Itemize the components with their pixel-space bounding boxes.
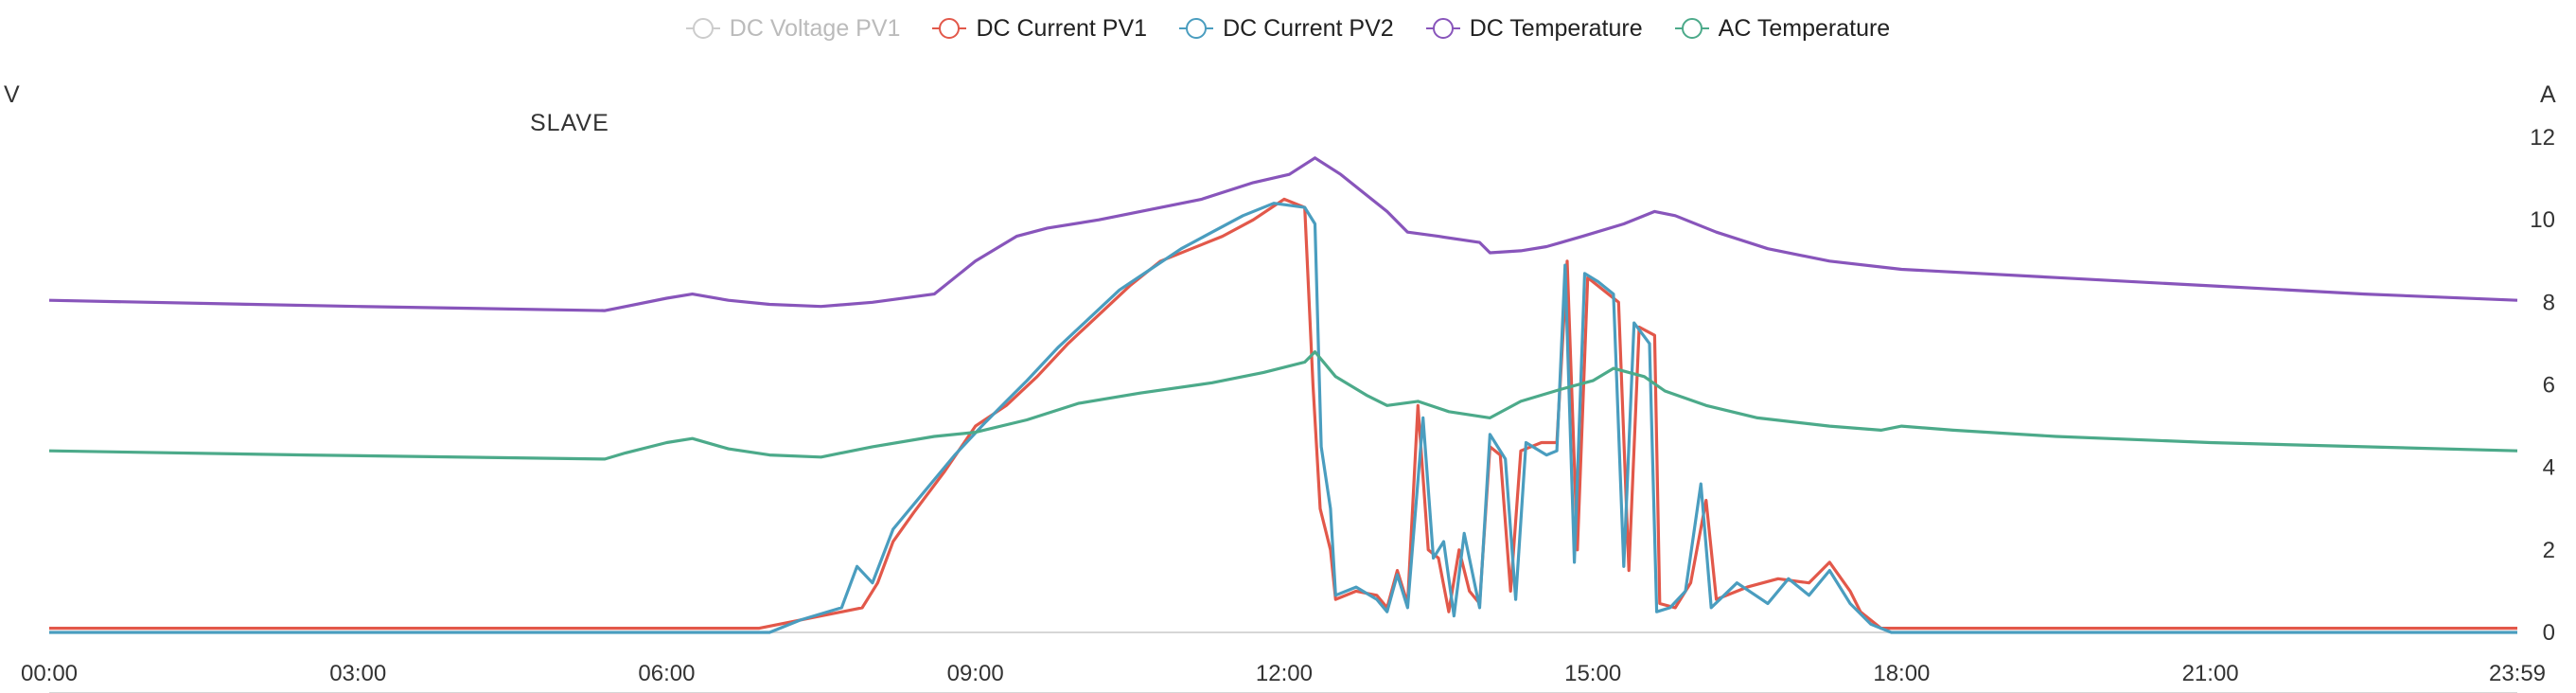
x-tick-label: 15:00 [1564, 661, 1621, 686]
y-tick-label: 2 [2543, 538, 2555, 563]
legend-marker-icon [1674, 17, 1709, 40]
chart-legend: DC Voltage PV1 DC Current PV1 DC Current… [0, 0, 2576, 57]
series-line-ac-temperature[interactable] [48, 350, 2518, 461]
x-tick-label: 03:00 [329, 661, 386, 686]
x-tick-label: 12:00 [1256, 661, 1313, 686]
legend-label: DC Current PV2 [1223, 14, 1394, 42]
legend-item-dc-current-pv2[interactable]: DC Current PV2 [1179, 15, 1394, 43]
x-tick-label: 09:00 [947, 661, 1004, 686]
left-axis-unit: V [4, 81, 20, 108]
legend-item-dc-temperature[interactable]: DC Temperature [1425, 14, 1643, 43]
x-tick-label: 18:00 [1873, 661, 1930, 686]
y-tick-label: 6 [2543, 373, 2555, 399]
x-tick-label: 21:00 [2182, 661, 2239, 686]
legend-item-dc-current-pv1[interactable]: DC Current PV1 [932, 15, 1147, 43]
series-line-dc-current-pv1[interactable] [49, 197, 2517, 631]
y-tick-label: 4 [2543, 455, 2555, 481]
y-tick-label: 8 [2543, 290, 2555, 315]
legend-label: DC Voltage PV1 [729, 14, 901, 42]
legend-label: AC Temperature [1718, 14, 1891, 42]
x-tick-label: 00:00 [21, 661, 78, 686]
legend-marker-icon [685, 17, 720, 40]
x-tick-label: 23:59 [2489, 661, 2546, 686]
series-line-dc-current-pv2[interactable] [49, 202, 2517, 634]
y-tick-label: 0 [2543, 620, 2555, 646]
legend-marker-icon [1179, 17, 1214, 40]
legend-item-ac-temperature[interactable]: AC Temperature [1674, 14, 1891, 43]
chart-title: SLAVE [530, 110, 609, 136]
series-line-dc-temperature[interactable] [48, 156, 2518, 312]
legend-label: DC Temperature [1469, 14, 1643, 42]
legend-item-dc-voltage-pv1[interactable]: DC Voltage PV1 [685, 14, 901, 43]
y-tick-label: 10 [2530, 207, 2555, 233]
right-axis-unit: A [2540, 81, 2556, 108]
legend-marker-icon [1425, 17, 1460, 40]
legend-label: DC Current PV1 [976, 14, 1148, 42]
legend-marker-icon [932, 17, 967, 40]
y-tick-label: 12 [2530, 125, 2555, 151]
x-tick-label: 06:00 [638, 661, 695, 686]
